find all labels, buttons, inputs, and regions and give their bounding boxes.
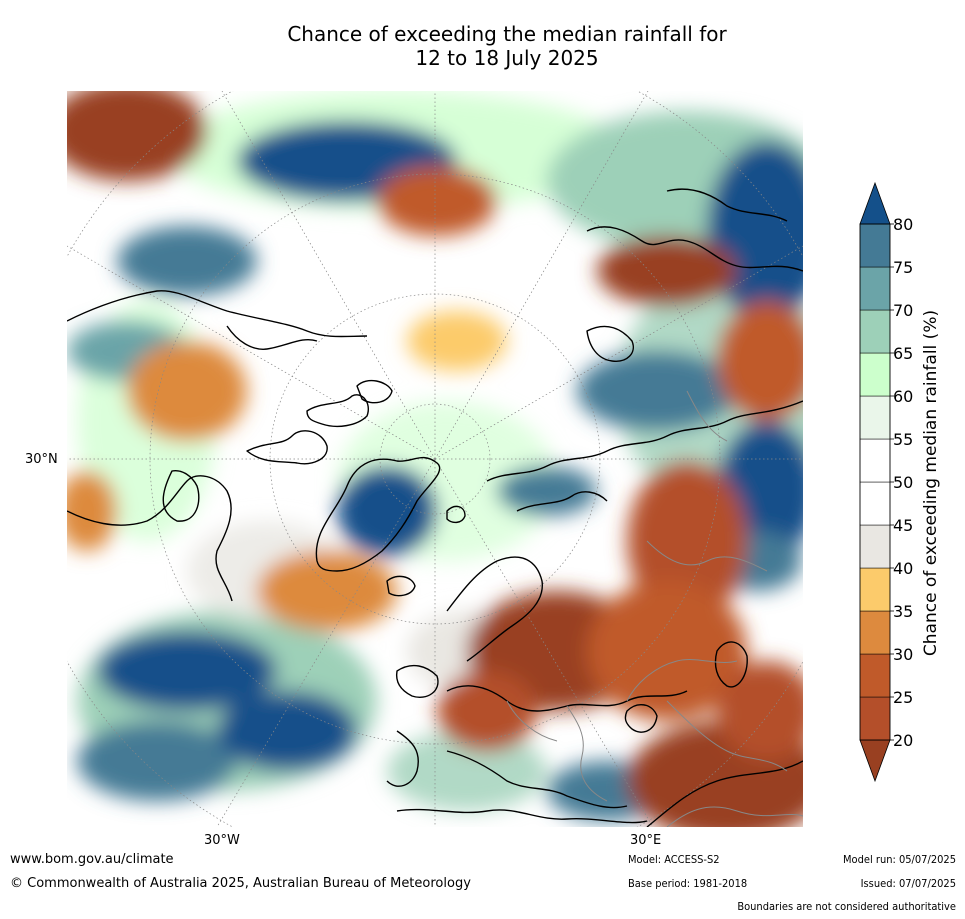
footer-issued: Issued: 07/07/2025 xyxy=(860,877,956,890)
colorbar-tick-label: 75 xyxy=(893,258,913,277)
colorbar-bin xyxy=(859,481,891,526)
lon-tick-30e: 30°E xyxy=(630,833,662,848)
colorbar-extend-high xyxy=(859,181,891,225)
footer-model-run: Model run: 05/07/2025 xyxy=(843,853,956,866)
colorbar-tick-label: 50 xyxy=(893,473,913,492)
colorbar-bin xyxy=(859,309,891,354)
colorbar-tick-label: 70 xyxy=(893,301,913,320)
footer-copyright: © Commonwealth of Australia 2025, Austra… xyxy=(10,876,471,891)
colorbar-bin xyxy=(859,395,891,440)
colorbar-tick-label: 30 xyxy=(893,645,913,664)
colorbar-tick-label: 60 xyxy=(893,387,913,406)
colorbar-bin xyxy=(859,438,891,483)
colorbar-tick-label: 25 xyxy=(893,688,913,707)
colorbar-bin xyxy=(859,696,891,741)
colorbar-bin xyxy=(859,266,891,311)
colorbar-extend-low xyxy=(859,739,891,783)
footer-disclaimer: Boundaries are not considered authoritat… xyxy=(737,900,956,913)
colorbar-tick-label: 65 xyxy=(893,344,913,363)
forecast-map xyxy=(67,91,803,827)
lon-tick-30w: 30°W xyxy=(204,833,240,848)
colorbar-bins xyxy=(859,181,891,783)
colorbar: 80 75 70 65 60 55 50 45 40 35 30 25 20 xyxy=(859,181,913,783)
colorbar-bin xyxy=(859,524,891,569)
map-svg xyxy=(67,91,803,827)
lat-tick-30n: 30°N xyxy=(25,452,58,467)
coastlines xyxy=(67,188,803,827)
colorbar-ticks: 80 75 70 65 60 55 50 45 40 35 30 25 20 xyxy=(890,215,913,750)
colorbar-bin xyxy=(859,653,891,698)
title-line-2: 12 to 18 July 2025 xyxy=(415,46,599,70)
colorbar-bin xyxy=(859,610,891,655)
colorbar-tick-label: 20 xyxy=(893,731,913,750)
colorbar-tick-label: 55 xyxy=(893,430,913,449)
chart-title: Chance of exceeding the median rainfall … xyxy=(0,22,965,70)
title-line-1: Chance of exceeding the median rainfall … xyxy=(287,22,727,46)
rainfall-field xyxy=(67,91,803,827)
colorbar-tick-label: 40 xyxy=(893,559,913,578)
borders xyxy=(506,390,803,827)
colorbar-bin xyxy=(859,223,891,268)
colorbar-bin xyxy=(859,352,891,397)
footer-base-period: Base period: 1981-2018 xyxy=(628,877,748,890)
footer-website: www.bom.gov.au/climate xyxy=(10,852,174,867)
footer-model: Model: ACCESS-S2 xyxy=(628,853,720,866)
colorbar-bin xyxy=(859,567,891,612)
colorbar-tick-label: 35 xyxy=(893,602,913,621)
graticule xyxy=(67,91,803,827)
colorbar-label: Chance of exceeding median rainfall (%) xyxy=(921,309,941,657)
colorbar-tick-label: 80 xyxy=(893,215,913,234)
colorbar-tick-label: 45 xyxy=(893,516,913,535)
